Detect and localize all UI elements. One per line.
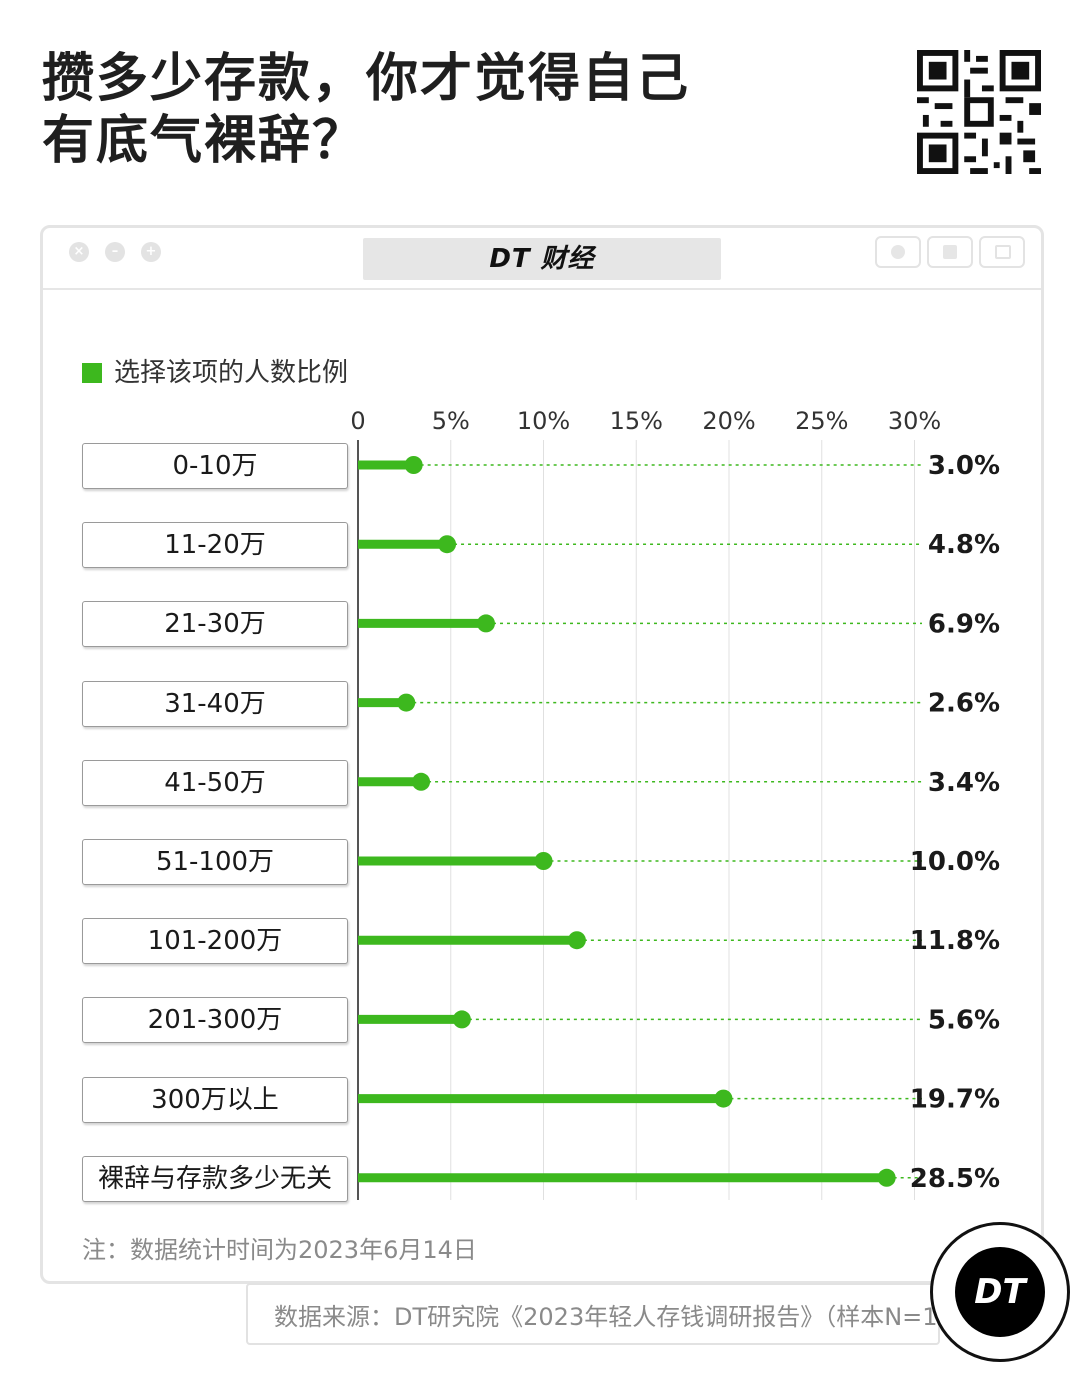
dt-logo-mark: DT [955, 1247, 1045, 1337]
bar-end-dot [567, 931, 586, 950]
value-label: 2.6% [928, 689, 1000, 719]
category-label: 300万以上 [82, 1076, 348, 1123]
value-label: 19.7% [910, 1085, 1000, 1115]
share-icon[interactable] [927, 236, 973, 268]
copy-icon[interactable] [979, 236, 1025, 268]
bar-end-dot [476, 614, 495, 633]
window-maximize-icon[interactable]: + [141, 242, 161, 262]
x-tick-label: 30% [887, 407, 942, 435]
source-text: 数据来源：DT研究院《2023年轻人存钱调研报告》（样本N=1852） [274, 1303, 1008, 1331]
category-label: 51-100万 [82, 839, 348, 885]
chart-title-line-2: 有底气裸辞？ [42, 111, 367, 171]
category-label: 41-50万 [82, 759, 348, 806]
value-label: 3.0% [928, 451, 1000, 481]
bar-end-dot [714, 1089, 733, 1108]
x-tick-label: 25% [795, 407, 849, 435]
x-tick-label: 5% [431, 407, 470, 435]
x-tick-label: 10% [516, 407, 571, 435]
dt-logo: DT [930, 1222, 1070, 1362]
chart-title: 攒多少存款，你才觉得自己 有底气裸辞？ [42, 48, 690, 172]
value-label: 4.8% [928, 530, 1000, 560]
qr-code-icon [917, 50, 1041, 174]
category-label: 31-40万 [82, 680, 348, 727]
category-label: 101-200万 [82, 918, 348, 965]
bar-end-dot [412, 772, 431, 791]
value-label: 11.8% [910, 926, 1000, 956]
chart-title-line-1: 攒多少存款，你才觉得自己 [42, 49, 691, 109]
window-minimize-icon[interactable]: – [105, 242, 125, 262]
legend-label: 选择该项的人数比例 [114, 358, 349, 388]
bar-end-dot [404, 456, 423, 474]
bar-end-dot [438, 535, 457, 554]
bar-end-dot [397, 693, 416, 712]
record-icon[interactable] [875, 236, 921, 268]
window-close-icon[interactable]: × [69, 242, 89, 262]
category-label: 11-20万 [82, 522, 348, 569]
bar-end-dot [452, 1010, 471, 1029]
value-label: 10.0% [910, 847, 1000, 877]
x-tick-label: 0 [350, 407, 366, 435]
value-label: 5.6% [928, 1005, 1000, 1035]
window-title-bar: × – + DT 财经 [43, 228, 1041, 290]
category-label: 裸辞与存款多少无关 [82, 1155, 348, 1202]
x-tick-label: 20% [702, 407, 756, 435]
source-bar [246, 1283, 940, 1345]
footnote: 注：数据统计时间为2023年6月14日 [82, 1236, 477, 1264]
brand-tab: DT 财经 [363, 238, 721, 280]
category-label: 201-300万 [82, 997, 348, 1044]
bar-end-dot [877, 1168, 896, 1187]
value-label: 6.9% [928, 609, 1000, 639]
bar-end-dot [534, 852, 553, 870]
legend-swatch [82, 363, 102, 383]
value-label: 3.4% [928, 768, 1000, 798]
value-label: 28.5% [910, 1164, 1000, 1194]
category-label: 21-30万 [82, 601, 348, 648]
category-label: 0-10万 [82, 443, 348, 489]
x-tick-label: 15% [609, 407, 663, 435]
